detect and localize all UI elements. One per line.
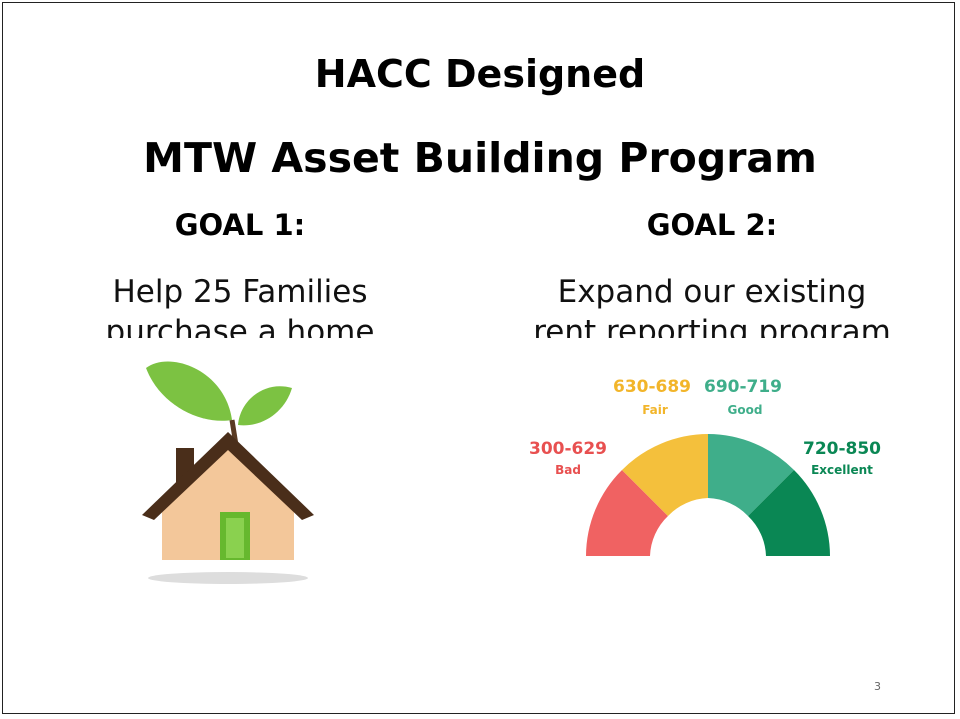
gauge-range: 300-629 bbox=[529, 439, 607, 459]
gauge-label: Good bbox=[728, 403, 763, 417]
gauge-label: Bad bbox=[555, 463, 581, 477]
gauge-range: 690-719 bbox=[704, 377, 782, 397]
gauge-range: 630-689 bbox=[613, 377, 691, 397]
illustrations: 300-629 Bad 630-689 Fair 690-719 Good 72… bbox=[0, 0, 960, 719]
house-icon bbox=[142, 361, 314, 584]
page-number: 3 bbox=[874, 680, 881, 693]
gauge-label: Excellent bbox=[811, 463, 873, 477]
credit-gauge bbox=[586, 434, 830, 556]
gauge-range: 720-850 bbox=[803, 439, 881, 459]
gauge-label: Fair bbox=[642, 403, 668, 417]
